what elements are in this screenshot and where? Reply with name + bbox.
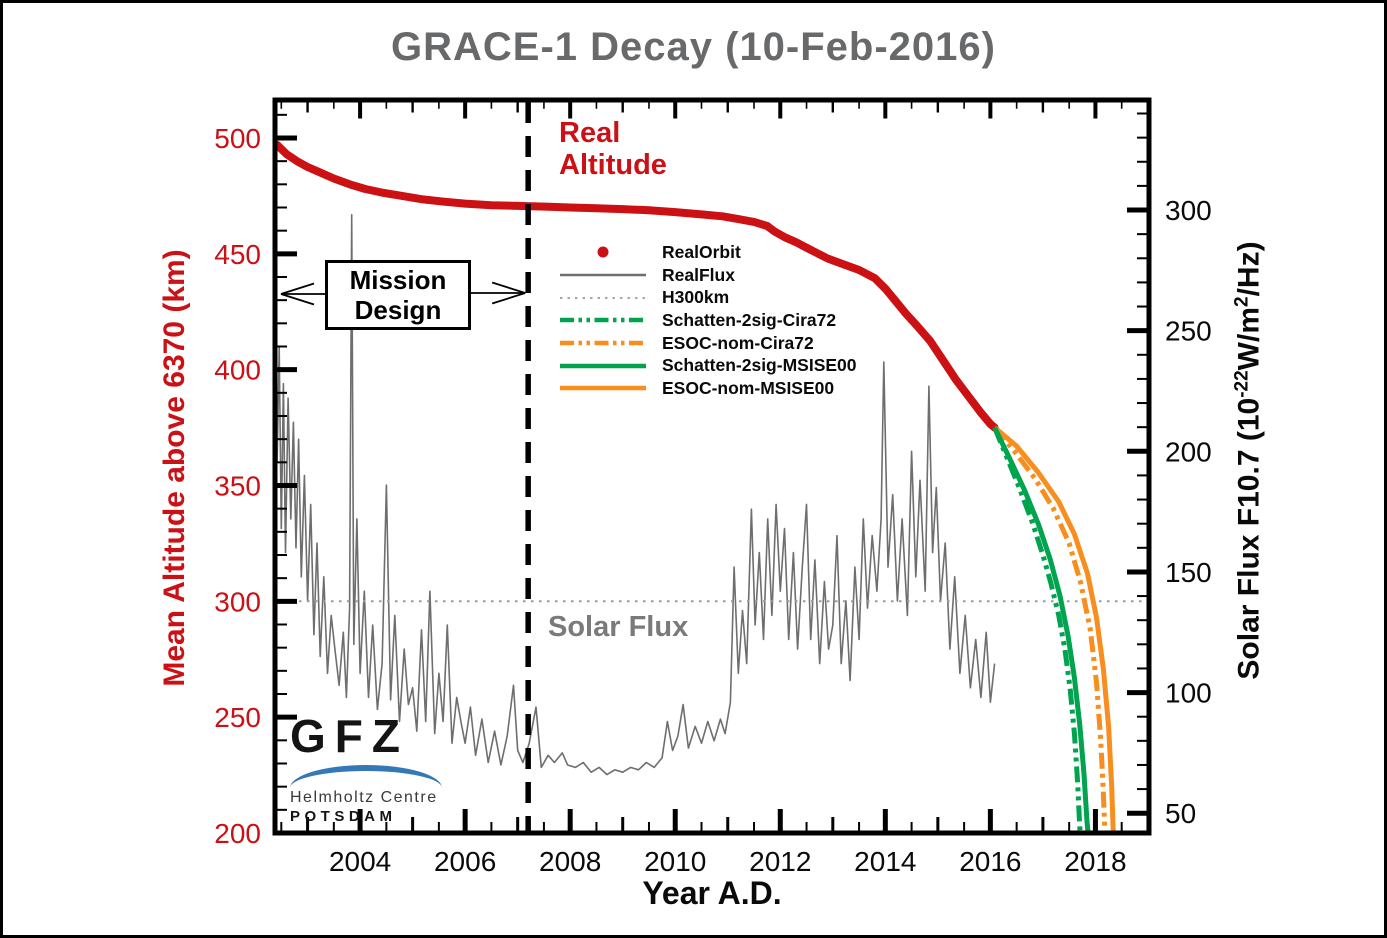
legend-item-schatten-msise00: Schatten-2sig-MSISE00	[558, 354, 857, 377]
left-axis-title: Mean Altitude above 6370 (km)	[158, 249, 191, 687]
gfz-logo-potsdam: POTSDAM	[290, 808, 397, 825]
esoc-cira72-dashdot-marker	[560, 340, 646, 346]
gfz-logo: GFZ Helmholtz Centre POTSDAM	[290, 709, 465, 825]
svg-text:300: 300	[1165, 195, 1212, 226]
svg-text:250: 250	[214, 702, 261, 733]
h300km-dotted-marker	[560, 296, 646, 299]
chart-title: GRACE-1 Decay (10-Feb-2016)	[391, 25, 996, 69]
svg-text:150: 150	[1165, 557, 1212, 588]
mission-design-label: Mission Design	[349, 265, 447, 325]
right-axis-title: Solar Flux F10.7 (10-22W/m2/Hz)	[1231, 241, 1266, 680]
legend-label: Schatten-2sig-MSISE00	[662, 355, 857, 376]
svg-text:2006: 2006	[434, 846, 496, 877]
svg-text:2012: 2012	[749, 846, 811, 877]
svg-text:300: 300	[214, 586, 261, 617]
legend-label: RealOrbit	[662, 241, 741, 262]
svg-text:400: 400	[214, 355, 261, 386]
svg-text:450: 450	[214, 239, 261, 270]
legend-item-esoc-msise00: ESOC-nom-MSISE00	[558, 377, 857, 400]
x-axis-title: Year A.D.	[642, 875, 782, 911]
plot-area: 2004 2006 2008 2010 2012 2014 2016 2018 500 450 40…	[214, 97, 1212, 877]
svg-text:2008: 2008	[539, 846, 601, 877]
legend-label: ESOC-nom-MSISE00	[662, 377, 835, 398]
real-altitude-annotation: Real Altitude	[559, 117, 667, 181]
legend-label: H300km	[662, 287, 730, 308]
svg-text:2010: 2010	[644, 846, 706, 877]
svg-text:200: 200	[214, 818, 261, 849]
legend-item-realorbit: RealOrbit	[558, 241, 857, 264]
schatten-cira72-dashdot-marker	[560, 318, 646, 323]
legend-label: RealFlux	[662, 264, 735, 285]
svg-text:2016: 2016	[959, 846, 1021, 877]
svg-text:2018: 2018	[1064, 846, 1126, 877]
legend-label: Schatten-2sig-Cira72	[662, 309, 837, 330]
legend-label: ESOC-nom-Cira72	[662, 332, 814, 353]
svg-text:500: 500	[214, 123, 261, 154]
legend-item-schatten-cira72: Schatten-2sig-Cira72	[558, 309, 857, 332]
legend-item-realflux: RealFlux	[558, 264, 857, 287]
svg-text:100: 100	[1165, 678, 1212, 709]
realorbit-dot-marker	[597, 246, 609, 258]
svg-text:50: 50	[1165, 798, 1196, 829]
svg-text:200: 200	[1165, 436, 1212, 467]
svg-text:2014: 2014	[854, 846, 916, 877]
gfz-logo-arc	[290, 765, 442, 788]
svg-text:2004: 2004	[329, 846, 391, 877]
mission-design-box: Mission Design	[325, 260, 471, 330]
solar-flux-annotation: Solar Flux	[548, 611, 689, 643]
legend: RealOrbit RealFlux H300km Schatten-2sig-…	[558, 241, 857, 400]
gfz-logo-helmholtz-centre: Helmholtz Centre	[290, 789, 438, 806]
svg-text:250: 250	[1165, 316, 1212, 347]
legend-item-esoc-cira72: ESOC-nom-Cira72	[558, 332, 857, 355]
svg-text:350: 350	[214, 470, 261, 501]
realflux-line-marker	[560, 273, 646, 277]
legend-item-h300km: H300km	[558, 286, 857, 309]
esoc-msise00-line-marker	[560, 386, 646, 391]
gfz-logo-acronym: GFZ	[290, 710, 409, 762]
schatten-msise00-line-marker	[560, 363, 646, 369]
